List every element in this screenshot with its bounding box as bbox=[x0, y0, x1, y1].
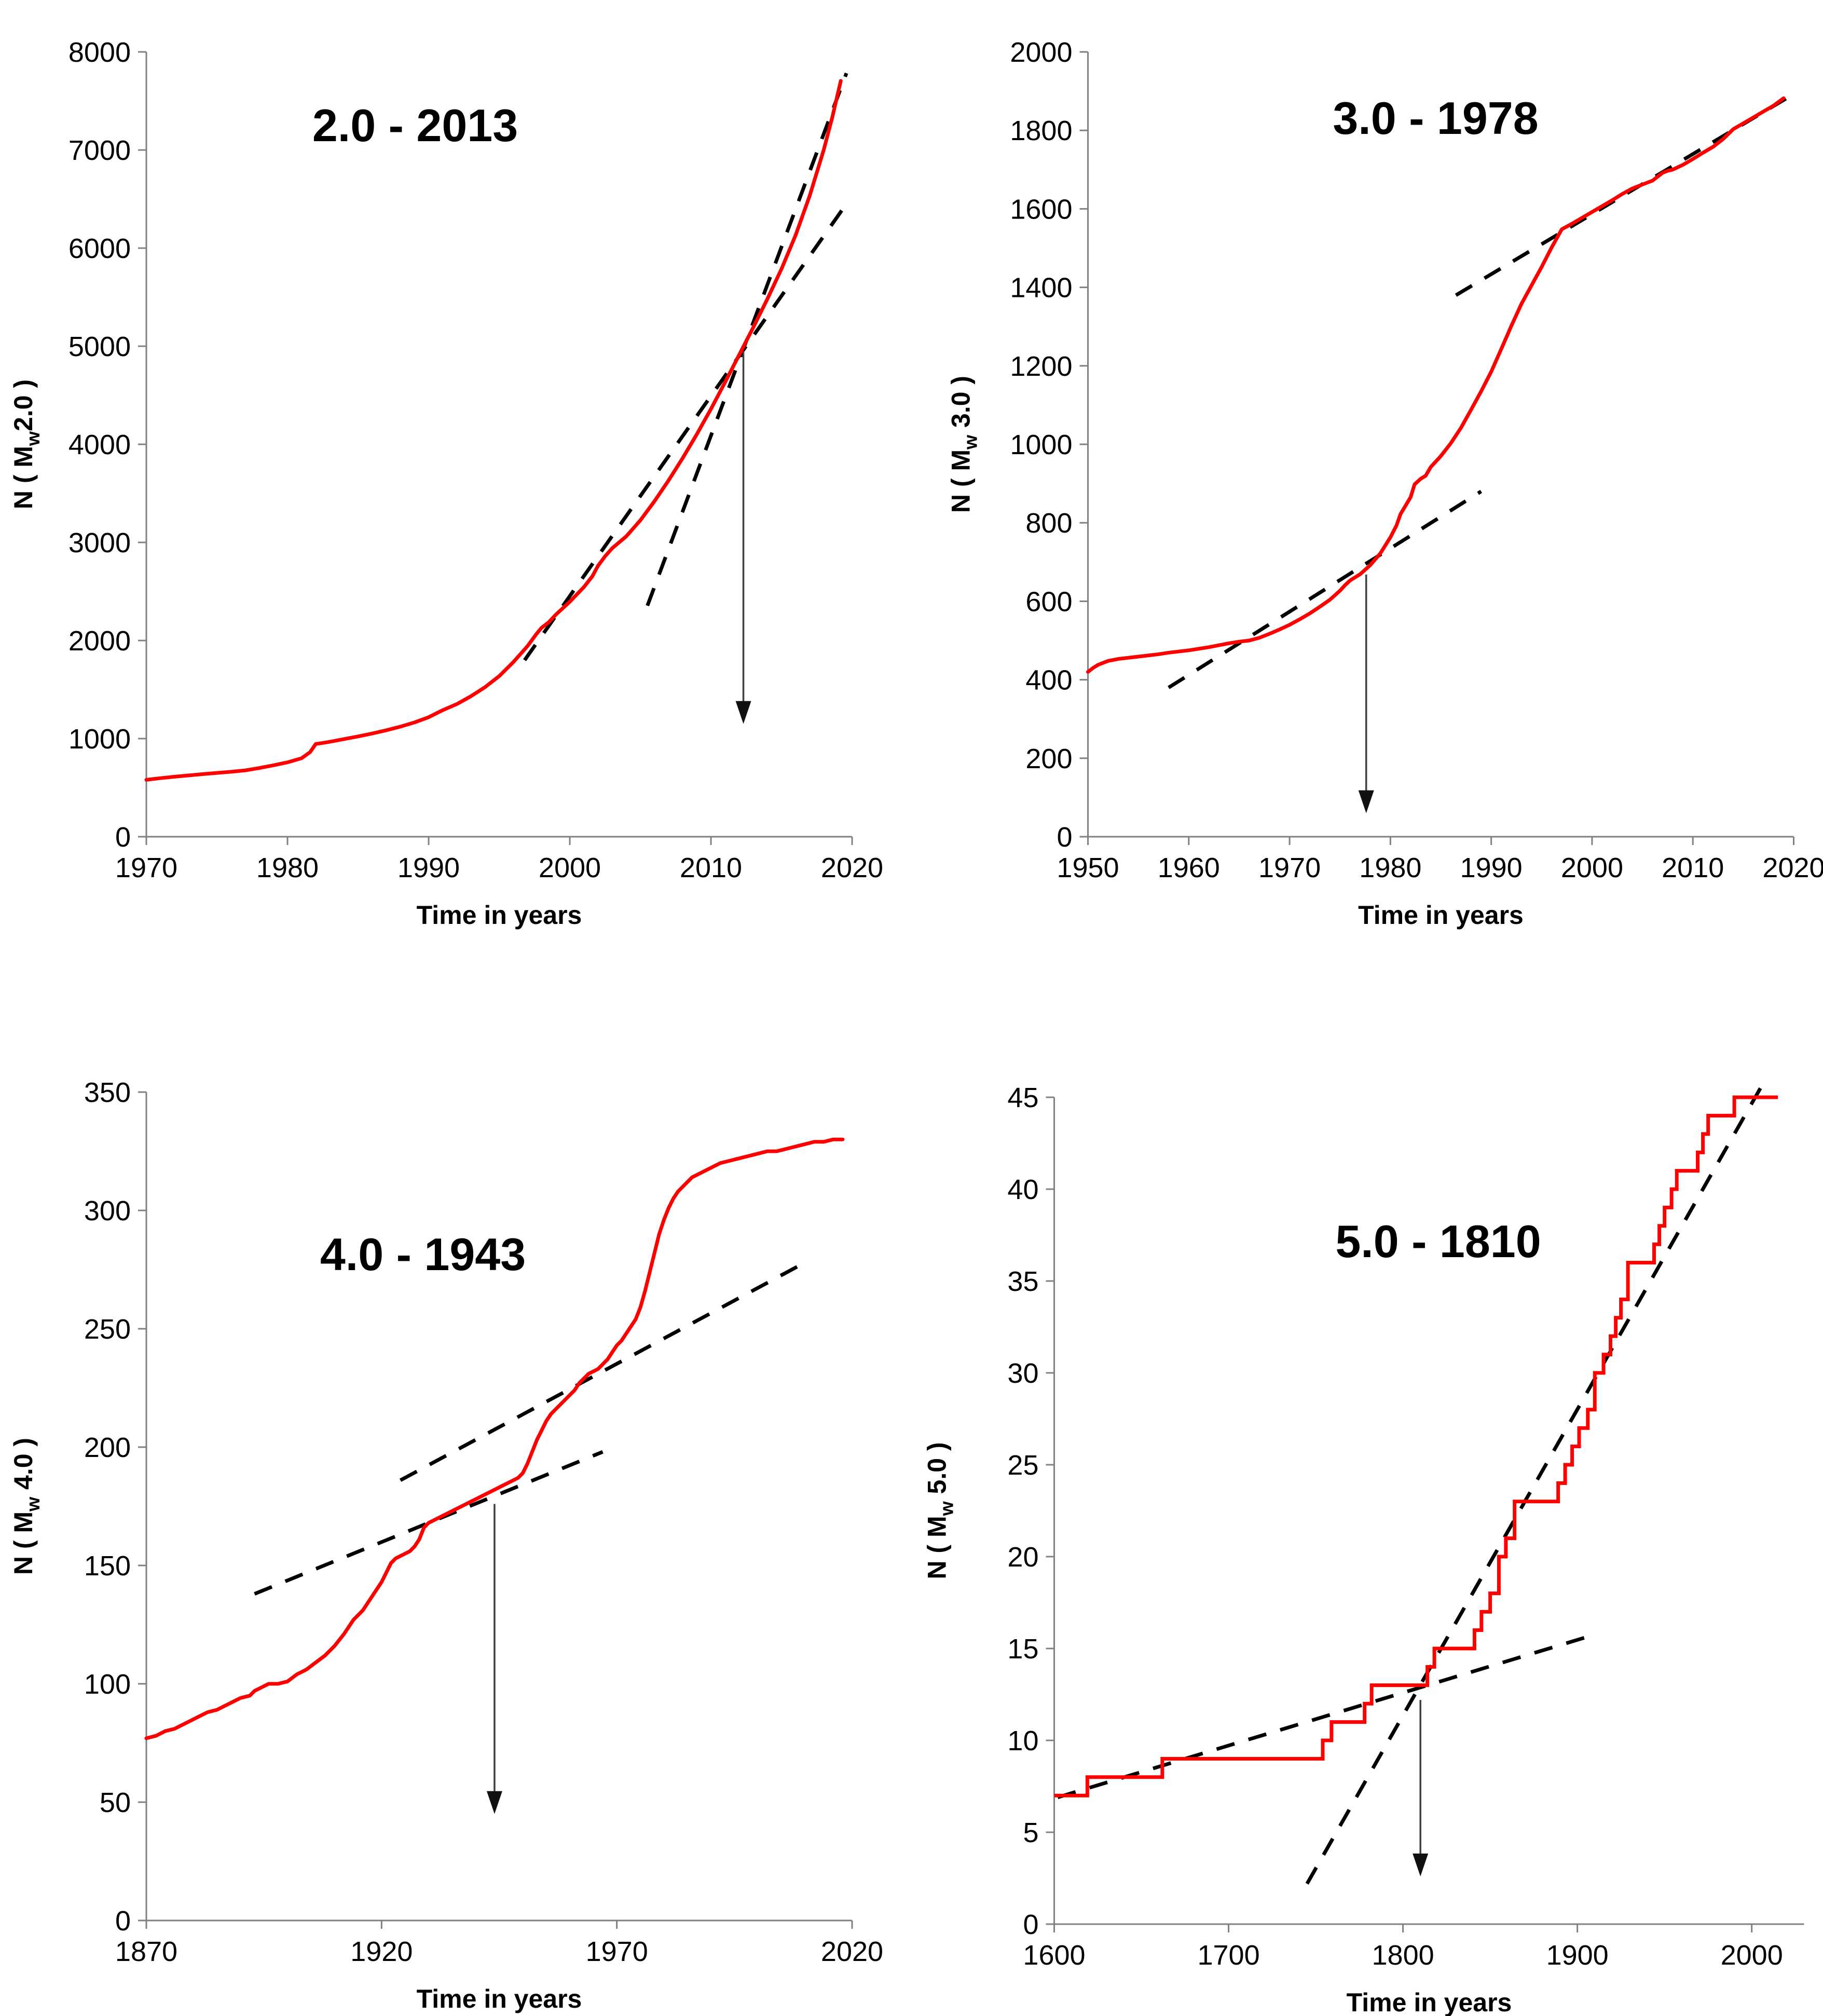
y-tick-label: 15 bbox=[1007, 1633, 1038, 1665]
y-tick-label: 6000 bbox=[68, 233, 131, 264]
y-tick-label: 5 bbox=[1023, 1817, 1038, 1848]
y-tick-label: 100 bbox=[84, 1669, 131, 1700]
x-axis-title: Time in years bbox=[1347, 1988, 1512, 2016]
y-tick-label: 2000 bbox=[68, 625, 131, 657]
x-tick-label: 2000 bbox=[1721, 1940, 1783, 1971]
y-tick-label: 5000 bbox=[68, 331, 131, 362]
y-tick-label: 0 bbox=[1057, 822, 1072, 853]
x-tick-label: 2020 bbox=[821, 1936, 883, 1967]
y-tick-label: 10 bbox=[1007, 1725, 1038, 1756]
panel-title: 4.0 - 1943 bbox=[320, 1229, 526, 1280]
y-tick-label: 400 bbox=[1025, 665, 1072, 696]
trend-dashed-line bbox=[254, 1450, 604, 1596]
cumulative-count-curve bbox=[144, 79, 843, 782]
y-tick-label: 30 bbox=[1007, 1358, 1038, 1389]
x-tick-label: 2020 bbox=[1762, 852, 1823, 883]
trend-dashed-line bbox=[1057, 1633, 1592, 1800]
cumulative-count-curve bbox=[1086, 96, 1786, 674]
x-tick-label: 1900 bbox=[1546, 1940, 1609, 1971]
y-tick-label: 35 bbox=[1007, 1266, 1038, 1297]
y-tick-label: 1000 bbox=[68, 724, 131, 755]
x-tick-label: 2010 bbox=[680, 852, 742, 883]
x-tick-label: 1990 bbox=[398, 852, 460, 883]
x-tick-label: 1970 bbox=[115, 852, 177, 883]
y-axis-title: N ( Mw2.0 ) bbox=[9, 379, 44, 509]
panel-mw4: 0 50 100 150 200 250 300 350 1870 1920 1970 2020 4.0… bbox=[9, 1077, 883, 2013]
y-tick-label: 600 bbox=[1025, 586, 1072, 617]
x-tick-label: 1980 bbox=[256, 852, 319, 883]
y-tick-label: 1800 bbox=[1010, 115, 1072, 146]
y-tick-label: 4000 bbox=[68, 429, 131, 460]
x-tick-label: 2000 bbox=[1561, 852, 1623, 883]
y-tick-label: 8000 bbox=[68, 37, 131, 68]
cumulative-count-curve bbox=[144, 1137, 845, 1740]
y-tick-label: 40 bbox=[1007, 1174, 1038, 1205]
x-tick-label: 1980 bbox=[1359, 852, 1421, 883]
panel-title: 2.0 - 2013 bbox=[312, 100, 518, 151]
trend-dashed-line bbox=[1305, 1087, 1762, 1885]
trend-dashed-line bbox=[1168, 489, 1483, 689]
y-tick-label: 350 bbox=[84, 1077, 131, 1108]
x-tick-label: 2010 bbox=[1662, 852, 1724, 883]
x-axis-title: Time in years bbox=[1358, 901, 1524, 930]
y-tick-label: 200 bbox=[1025, 743, 1072, 774]
panel-mw3: 0 200 400 600 800 1000 1200 1400 1600 1800 2000 195… bbox=[947, 37, 1823, 930]
x-tick-label: 2020 bbox=[821, 852, 883, 883]
changepoint-arrow-head bbox=[1358, 790, 1374, 813]
x-axis-title: Time in years bbox=[417, 1984, 582, 2013]
x-tick-label: 1700 bbox=[1197, 1940, 1259, 1971]
x-tick-label: 1800 bbox=[1372, 1940, 1434, 1971]
y-tick-label: 0 bbox=[115, 1905, 131, 1937]
y-tick-label: 45 bbox=[1007, 1082, 1038, 1113]
y-tick-label: 1400 bbox=[1010, 273, 1072, 304]
x-tick-label: 2000 bbox=[539, 852, 601, 883]
x-tick-label: 1990 bbox=[1460, 852, 1523, 883]
y-tick-label: 1600 bbox=[1010, 194, 1072, 225]
x-tick-label: 1870 bbox=[115, 1936, 177, 1967]
y-tick-label: 300 bbox=[84, 1195, 131, 1227]
x-tick-label: 1950 bbox=[1057, 852, 1119, 883]
x-tick-label: 1970 bbox=[586, 1936, 648, 1967]
panel-mw5: 0 5 10 15 20 25 30 35 40 45 1600 1700 1800 1900 2000 5.… bbox=[923, 1082, 1804, 2016]
changepoint-arrow-head bbox=[1413, 1853, 1429, 1876]
y-axis-title: N ( Mw 5.0 ) bbox=[923, 1442, 957, 1579]
changepoint-arrow-head bbox=[735, 701, 751, 724]
panel-title: 5.0 - 1810 bbox=[1335, 1216, 1541, 1267]
y-tick-label: 1200 bbox=[1010, 351, 1072, 382]
trend-dashed-line bbox=[523, 209, 844, 661]
cumulative-count-curve bbox=[1054, 1095, 1778, 1797]
y-tick-label: 1000 bbox=[1010, 429, 1072, 460]
y-tick-label: 0 bbox=[115, 822, 131, 853]
y-tick-label: 150 bbox=[84, 1550, 131, 1582]
y-axis-title: N ( Mw 3.0 ) bbox=[947, 376, 981, 513]
panel-mw2: 0 1000 2000 3000 4000 5000 6000 7000 8000 1970 198… bbox=[9, 37, 883, 930]
y-tick-label: 200 bbox=[84, 1432, 131, 1463]
x-tick-label: 1960 bbox=[1158, 852, 1220, 883]
y-tick-label: 3000 bbox=[68, 527, 131, 559]
panel-title: 3.0 - 1978 bbox=[1333, 92, 1538, 144]
y-tick-label: 2000 bbox=[1010, 37, 1072, 68]
y-tick-label: 25 bbox=[1007, 1450, 1038, 1481]
x-tick-label: 1970 bbox=[1258, 852, 1321, 883]
y-tick-label: 250 bbox=[84, 1314, 131, 1345]
changepoint-arrow-head bbox=[486, 1791, 502, 1814]
x-tick-label: 1920 bbox=[350, 1936, 413, 1967]
x-axis-title: Time in years bbox=[417, 901, 582, 930]
y-tick-label: 50 bbox=[100, 1787, 131, 1818]
y-axis-title: N ( Mw 4.0 ) bbox=[9, 1438, 44, 1575]
trend-dashed-line bbox=[399, 1261, 806, 1482]
y-tick-label: 800 bbox=[1025, 508, 1072, 539]
y-tick-label: 20 bbox=[1007, 1542, 1038, 1573]
y-tick-label: 7000 bbox=[68, 135, 131, 166]
y-tick-label: 0 bbox=[1023, 1909, 1038, 1940]
x-tick-label: 1600 bbox=[1023, 1940, 1085, 1971]
